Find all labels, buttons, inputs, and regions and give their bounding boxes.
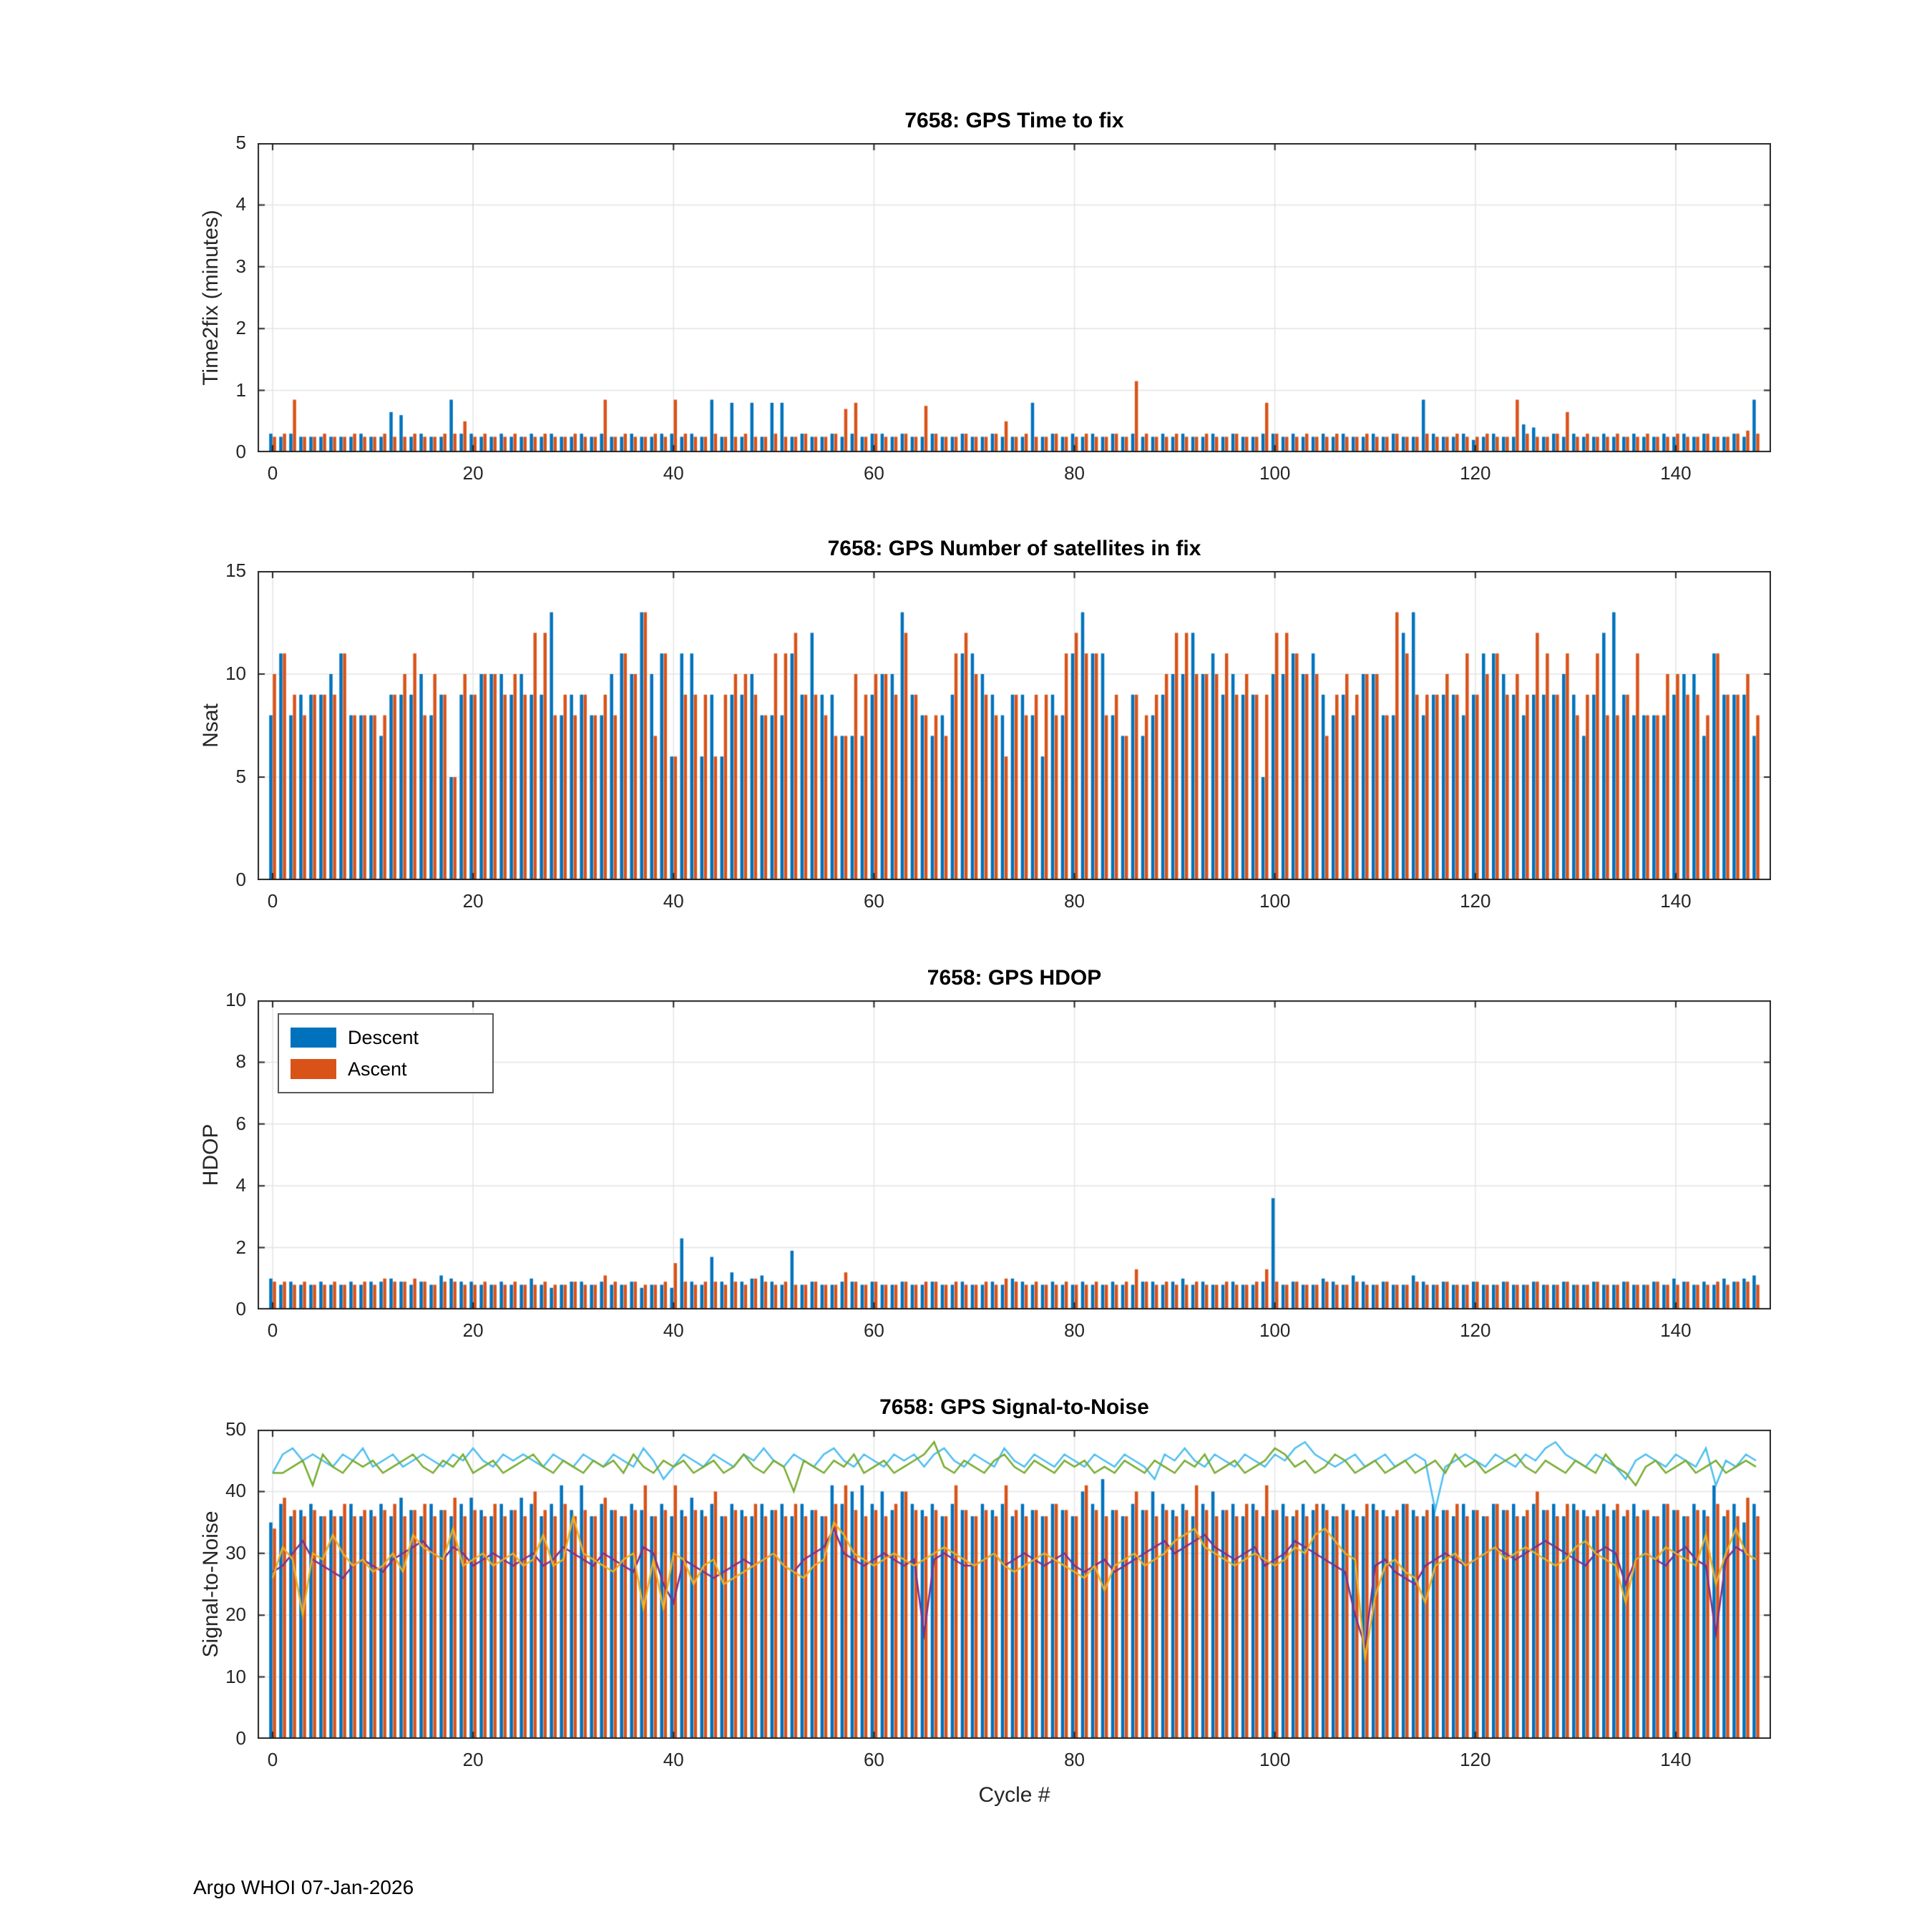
x-tick-label: 0 <box>267 1319 278 1341</box>
chart-title-nsat: 7658: GPS Number of satellites in fix <box>827 537 1201 560</box>
footer-text: Argo WHOI 07-Jan-2026 <box>193 1876 414 1898</box>
x-tick-label: 120 <box>1460 1749 1491 1770</box>
x-tick-label: 20 <box>462 462 484 484</box>
x-tick-label: 80 <box>1064 890 1085 912</box>
y-tick-label: 0 <box>235 1298 246 1319</box>
y-tick-label: 30 <box>225 1541 246 1563</box>
x-tick-label: 120 <box>1460 1319 1491 1341</box>
y-tick-label: 4 <box>235 193 246 215</box>
x-tick-label: 60 <box>863 1319 884 1341</box>
x-tick-label: 20 <box>462 1319 484 1341</box>
time2fix-chart-canvas <box>258 143 1771 452</box>
y-tick-label: 5 <box>235 766 246 787</box>
x-tick-label: 140 <box>1660 1319 1692 1341</box>
x-tick-label: 0 <box>267 462 278 484</box>
x-tick-label: 140 <box>1660 1749 1692 1770</box>
x-tick-label: 100 <box>1259 1319 1291 1341</box>
x-tick-label: 100 <box>1259 1749 1291 1770</box>
x-tick-label: 80 <box>1064 1319 1085 1341</box>
x-tick-label: 40 <box>663 890 684 912</box>
y-tick-label: 50 <box>225 1418 246 1440</box>
y-tick-label: 3 <box>235 255 246 277</box>
y-tick-label: 2 <box>235 1236 246 1258</box>
legend-swatch-ascent <box>291 1059 336 1079</box>
y-tick-label: 10 <box>225 663 246 684</box>
x-tick-label: 40 <box>663 1749 684 1770</box>
y-tick-label: 5 <box>235 132 246 153</box>
legend-row-ascent: Ascent <box>291 1053 481 1085</box>
x-tick-label: 120 <box>1460 890 1491 912</box>
x-axis-label: Cycle # <box>978 1783 1050 1807</box>
y-tick-label: 20 <box>225 1604 246 1626</box>
x-tick-label: 60 <box>863 890 884 912</box>
x-tick-label: 0 <box>267 890 278 912</box>
y-tick-label: 2 <box>235 317 246 339</box>
x-tick-label: 100 <box>1259 890 1291 912</box>
y-tick-label: 15 <box>225 560 246 581</box>
y-tick-label: 0 <box>235 869 246 890</box>
x-tick-label: 100 <box>1259 462 1291 484</box>
legend-row-descent: Descent <box>291 1022 481 1053</box>
y-tick-label: 10 <box>225 1665 246 1687</box>
y-tick-label: 6 <box>235 1112 246 1134</box>
y-tick-label: 8 <box>235 1050 246 1073</box>
x-tick-label: 140 <box>1660 462 1692 484</box>
x-tick-label: 140 <box>1660 890 1692 912</box>
chart-title-time2fix: 7658: GPS Time to fix <box>904 109 1124 132</box>
x-tick-label: 20 <box>462 890 484 912</box>
chart-title-snr: 7658: GPS Signal-to-Noise <box>879 1395 1149 1419</box>
chart-title-hdop: 7658: GPS HDOP <box>927 966 1102 990</box>
y-axis-label-nsat: Nsat <box>199 703 223 748</box>
y-tick-label: 40 <box>225 1480 246 1502</box>
x-tick-label: 0 <box>267 1749 278 1770</box>
y-tick-label: 0 <box>235 441 246 462</box>
nsat-chart-canvas <box>258 571 1771 880</box>
legend: Descent Ascent <box>278 1013 494 1093</box>
legend-swatch-descent <box>291 1028 336 1048</box>
x-tick-label: 80 <box>1064 462 1085 484</box>
x-tick-label: 40 <box>663 1319 684 1341</box>
legend-label-descent: Descent <box>348 1026 419 1048</box>
y-tick-label: 4 <box>235 1174 246 1196</box>
x-tick-label: 80 <box>1064 1749 1085 1770</box>
x-tick-label: 40 <box>663 462 684 484</box>
x-tick-label: 60 <box>863 462 884 484</box>
x-tick-label: 20 <box>462 1749 484 1770</box>
y-tick-label: 10 <box>225 989 246 1010</box>
y-tick-label: 0 <box>235 1727 246 1749</box>
y-tick-label: 1 <box>235 379 246 401</box>
snr-chart-canvas <box>258 1430 1771 1739</box>
y-axis-label-snr: Signal-to-Noise <box>199 1511 223 1658</box>
x-tick-label: 120 <box>1460 462 1491 484</box>
y-axis-label-time2fix: Time2fix (minutes) <box>199 210 223 386</box>
legend-label-ascent: Ascent <box>348 1058 407 1080</box>
x-tick-label: 60 <box>863 1749 884 1770</box>
hdop-chart-canvas <box>258 1000 1771 1309</box>
